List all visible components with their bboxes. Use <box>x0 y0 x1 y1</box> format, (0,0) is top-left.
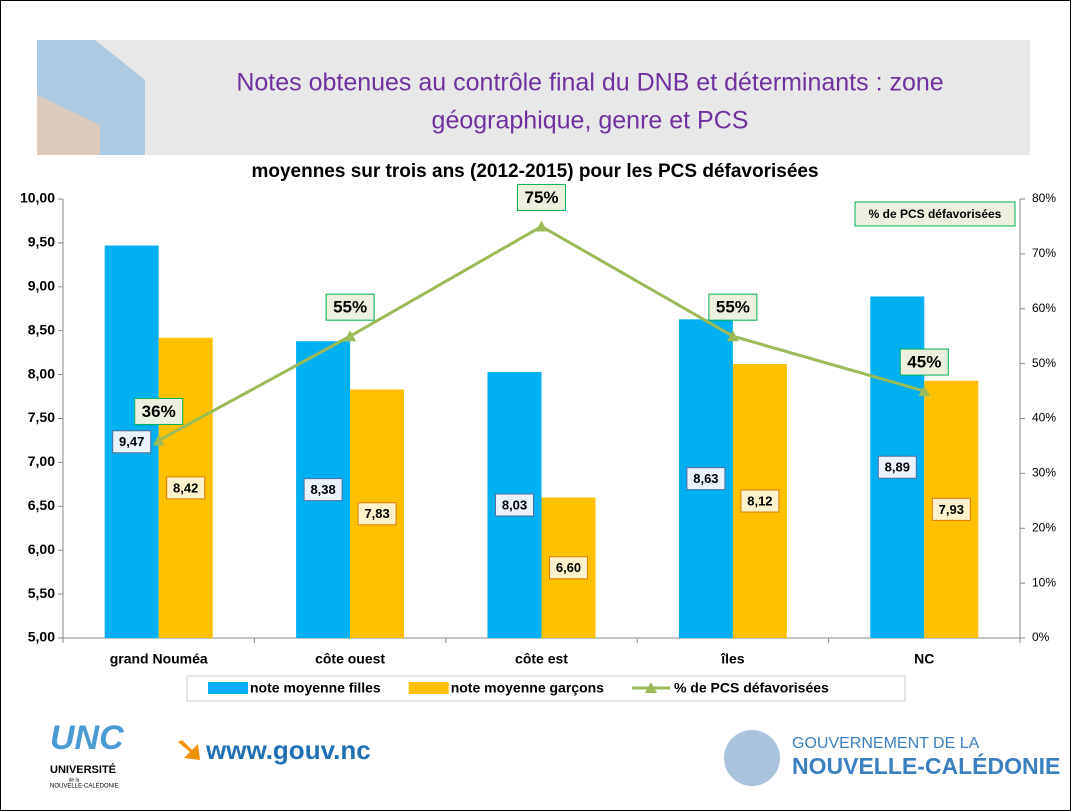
gov-line1: GOUVERNEMENT DE LA <box>792 735 980 752</box>
y-tick-label: 9,00 <box>28 278 55 294</box>
pct-label: 45% <box>907 353 941 372</box>
pct-label: 55% <box>716 298 750 317</box>
legend-label: note moyenne filles <box>250 680 381 696</box>
y2-tick-label: 70% <box>1032 246 1056 260</box>
line-marker <box>535 220 548 232</box>
value-label-box <box>877 455 917 479</box>
y2-tick-label: 40% <box>1032 411 1056 425</box>
pct-label-box <box>325 293 375 321</box>
value-label: 8,89 <box>885 460 910 475</box>
y2-tick-label: 10% <box>1032 575 1056 589</box>
header-band <box>37 40 1030 155</box>
pct-label: 55% <box>333 298 367 317</box>
value-label: 8,12 <box>747 493 772 508</box>
y2-tick-label: 50% <box>1032 356 1056 370</box>
y-tick-label: 8,50 <box>28 321 55 337</box>
x-tick-label: grand Nouméa <box>110 651 208 667</box>
line-marker <box>344 330 357 342</box>
legend-box <box>186 675 906 702</box>
value-label-box <box>357 502 397 526</box>
x-tick-label: côte est <box>515 651 568 667</box>
pct-label-box <box>517 183 566 211</box>
y-tick-label: 6,00 <box>28 541 55 557</box>
value-label: 8,42 <box>173 480 198 495</box>
unc-place: NOUVELLE-CALÉDONIE <box>50 783 119 790</box>
y2-label-box <box>854 201 1016 227</box>
value-label-box <box>166 476 206 500</box>
y2-tick-label: 60% <box>1032 301 1056 315</box>
value-label-box <box>740 489 780 513</box>
line-marker <box>152 434 165 446</box>
y-tick-label: 7,00 <box>28 453 55 469</box>
value-label-box <box>931 497 971 521</box>
value-label: 9,47 <box>119 434 144 449</box>
slide-title: Notes obtenues au contrôle final du DNB … <box>236 69 943 97</box>
arrow-icon <box>178 740 200 760</box>
value-label: 8,03 <box>502 497 527 512</box>
y2-label: % de PCS défavorisées <box>869 207 1002 221</box>
value-label: 8,63 <box>693 471 718 486</box>
line-marker <box>726 330 739 342</box>
chart: 5,00 5,50 6,00 6,50 7,00 7,50 8,00 8,50 9,00 9,50… <box>20 183 1056 702</box>
pct-label: 36% <box>142 402 176 421</box>
legend-swatch <box>208 682 248 694</box>
legend-marker <box>644 682 657 693</box>
value-label-box <box>112 430 152 454</box>
pct-label-box <box>708 293 758 321</box>
value-label-box <box>549 556 588 580</box>
unc-university: UNIVERSITÉ <box>50 763 116 776</box>
y2-tick-label: 0% <box>1032 630 1050 644</box>
value-label-box <box>495 493 534 517</box>
x-tick-label: îles <box>720 651 745 667</box>
value-label: 7,93 <box>939 502 964 517</box>
value-label-box <box>303 478 343 502</box>
unc-of: de la <box>69 777 80 783</box>
value-label: 8,38 <box>310 482 335 497</box>
slide-title: géographique, genre et PCS <box>432 107 749 135</box>
y2-tick-label: 80% <box>1032 191 1056 205</box>
x-tick-label: NC <box>914 651 934 667</box>
line-marker <box>918 385 931 397</box>
website: www.gouv.nc <box>205 735 371 765</box>
y-tick-label: 7,50 <box>28 409 55 425</box>
value-label: 6,60 <box>556 560 581 575</box>
gov-line2: NOUVELLE-CALÉDONIE <box>792 752 1060 779</box>
value-label-box <box>686 467 726 491</box>
unc-logo: UNC UNIVERSITÉ de la NOUVELLE-CALÉDONIE <box>50 719 124 790</box>
x-tick-label: côte ouest <box>315 651 385 667</box>
header-decor <box>37 95 100 155</box>
chart-title: moyennes sur trois ans (2012-2015) pour … <box>251 161 818 182</box>
y-tick-label: 5,50 <box>28 585 55 601</box>
y-tick-label: 10,00 <box>20 190 55 206</box>
y-tick-label: 5,00 <box>28 629 55 645</box>
unc-logo-text: UNC <box>50 719 124 757</box>
y-tick-label: 8,00 <box>28 365 55 381</box>
y-tick-label: 9,50 <box>28 234 55 250</box>
pct-label-box <box>899 348 949 376</box>
gov-emblem <box>724 730 780 786</box>
legend-label: % de PCS défavorisées <box>674 680 829 696</box>
y-tick-label: 6,50 <box>28 497 55 513</box>
y2-tick-label: 30% <box>1032 466 1056 480</box>
pct-label-box <box>134 397 184 425</box>
y2-tick-label: 20% <box>1032 520 1056 534</box>
gov-logo: GOUVERNEMENT DE LA NOUVELLE-CALÉDONIE <box>724 730 1060 786</box>
pct-label: 75% <box>524 188 558 207</box>
legend-label: note moyenne garçons <box>451 680 604 696</box>
value-label: 7,83 <box>364 506 389 521</box>
legend-swatch <box>408 682 449 694</box>
